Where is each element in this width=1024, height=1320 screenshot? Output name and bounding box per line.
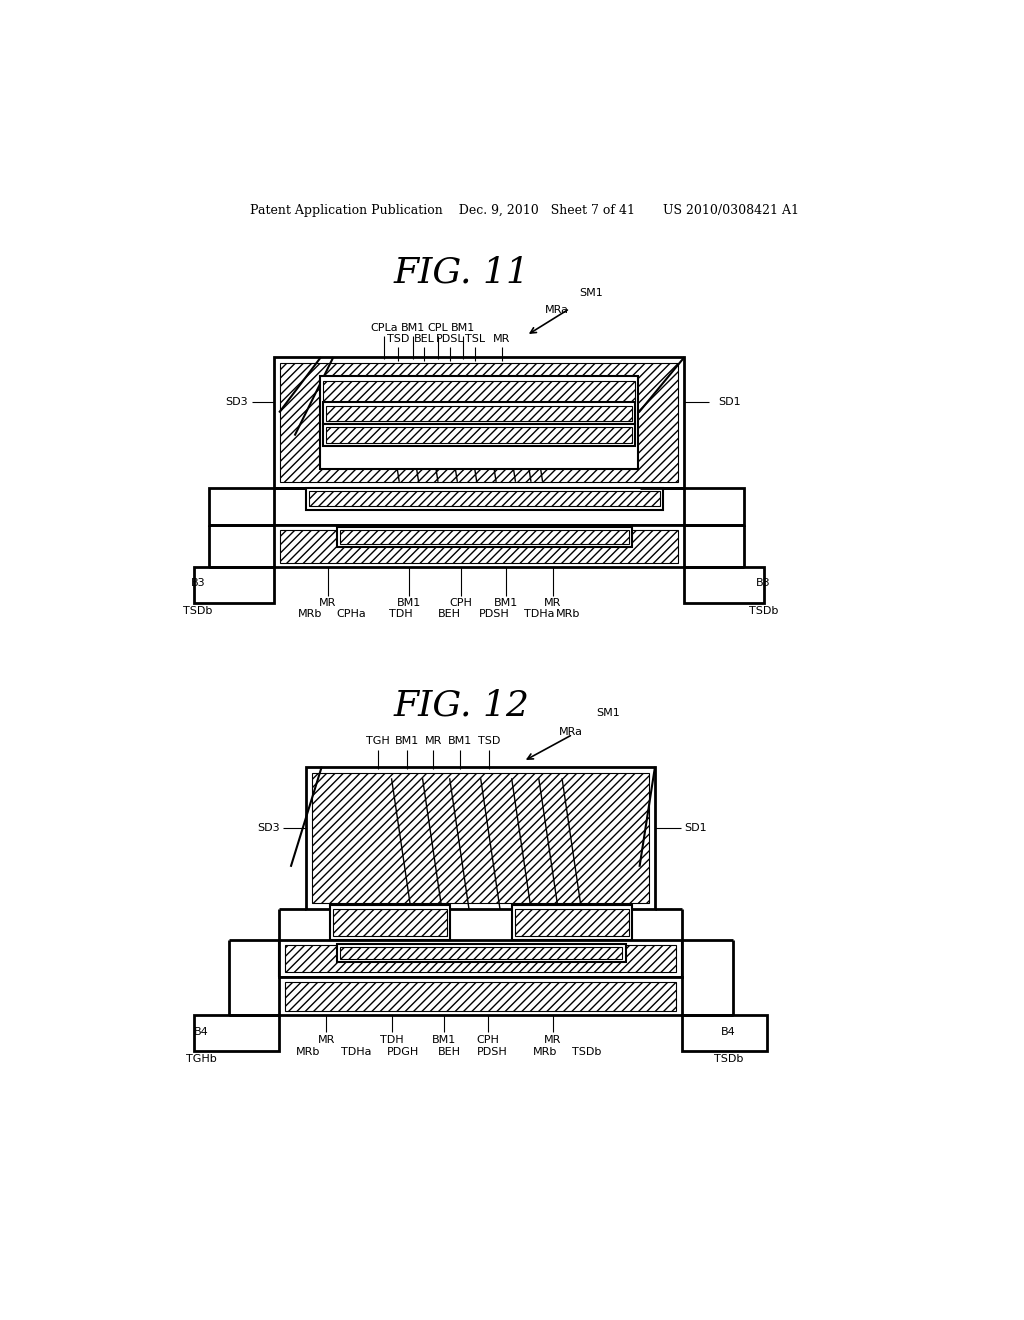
Text: TSDb: TSDb (183, 606, 212, 616)
Text: BEL: BEL (414, 334, 434, 345)
Bar (306, 767, 655, 909)
Text: MRa: MRa (559, 727, 584, 737)
Text: CPH: CPH (450, 598, 473, 609)
Text: MR: MR (493, 334, 510, 345)
Text: CPH: CPH (476, 1035, 499, 1045)
Bar (327, 405, 632, 421)
Bar (194, 568, 273, 603)
Text: BM1: BM1 (447, 737, 472, 746)
Bar (330, 906, 450, 940)
Text: MRb: MRb (298, 610, 323, 619)
Bar (280, 977, 682, 1015)
Bar (312, 774, 649, 903)
Bar (280, 363, 678, 482)
Text: MR: MR (544, 598, 561, 609)
Text: FIG. 12: FIG. 12 (393, 688, 529, 722)
Text: TGH: TGH (366, 737, 389, 746)
Bar (280, 940, 682, 977)
Text: PDSL: PDSL (436, 334, 465, 345)
Text: TDHa: TDHa (341, 1047, 372, 1056)
Text: B4: B4 (721, 1027, 736, 1038)
Bar (280, 529, 678, 562)
Bar (324, 381, 635, 403)
Text: MRb: MRb (532, 1047, 557, 1056)
Bar (337, 944, 626, 962)
Text: MRb: MRb (296, 1047, 319, 1056)
Bar (286, 945, 676, 973)
Bar (194, 1015, 280, 1051)
Text: TDH: TDH (389, 610, 413, 619)
Text: TSD: TSD (386, 334, 409, 345)
Bar (209, 488, 744, 525)
Text: SD3: SD3 (225, 397, 248, 407)
Text: TSDb: TSDb (749, 606, 778, 616)
Text: B3: B3 (190, 578, 205, 589)
Text: CPHa: CPHa (336, 610, 366, 619)
Bar (333, 909, 446, 936)
Text: BM1: BM1 (396, 598, 421, 609)
Text: BEH: BEH (438, 1047, 461, 1056)
Text: TDH: TDH (380, 1035, 403, 1045)
Text: Patent Application Publication    Dec. 9, 2010   Sheet 7 of 41       US 2010/030: Patent Application Publication Dec. 9, 2… (250, 205, 800, 218)
Text: SD1: SD1 (719, 397, 741, 407)
Text: MR: MR (319, 598, 337, 609)
Text: CPL: CPL (428, 323, 449, 333)
Text: TSDb: TSDb (714, 1055, 743, 1064)
Bar (340, 946, 623, 960)
Bar (273, 525, 684, 568)
Bar (684, 568, 764, 603)
Bar (327, 428, 632, 442)
Text: MRb: MRb (556, 610, 581, 619)
Text: PDGH: PDGH (387, 1047, 419, 1056)
Bar (324, 403, 635, 424)
Text: FIG. 11: FIG. 11 (393, 255, 529, 289)
Bar (340, 531, 629, 544)
Text: TGHb: TGHb (186, 1055, 217, 1064)
Text: MR: MR (425, 737, 442, 746)
Bar (682, 1015, 767, 1051)
Text: SD3: SD3 (257, 824, 280, 833)
Text: BM1: BM1 (401, 323, 425, 333)
Text: BM1: BM1 (451, 323, 475, 333)
Text: TSDb: TSDb (572, 1047, 601, 1056)
Text: SD1: SD1 (684, 824, 708, 833)
Text: BM1: BM1 (395, 737, 419, 746)
Bar (324, 424, 635, 446)
Text: TDHa: TDHa (523, 610, 554, 619)
Text: CPLa: CPLa (370, 323, 397, 333)
Bar (321, 376, 638, 469)
Text: BEH: BEH (438, 610, 461, 619)
Bar (273, 358, 684, 488)
Text: MR: MR (317, 1035, 335, 1045)
Text: PDSH: PDSH (478, 610, 509, 619)
Bar (515, 909, 629, 936)
Text: SM1: SM1 (597, 708, 621, 718)
Text: MR: MR (544, 1035, 561, 1045)
Text: MRa: MRa (546, 305, 569, 315)
Bar (512, 906, 632, 940)
Bar (286, 982, 676, 1011)
Text: SM1: SM1 (580, 288, 603, 298)
Text: TSD: TSD (478, 737, 501, 746)
Text: B3: B3 (756, 578, 771, 589)
Bar (337, 527, 632, 548)
Bar (309, 491, 659, 507)
Text: BM1: BM1 (494, 598, 518, 609)
Bar (306, 488, 663, 510)
Text: TSL: TSL (465, 334, 485, 345)
Text: BM1: BM1 (432, 1035, 457, 1045)
Text: PDSH: PDSH (477, 1047, 508, 1056)
Text: B4: B4 (195, 1027, 209, 1038)
